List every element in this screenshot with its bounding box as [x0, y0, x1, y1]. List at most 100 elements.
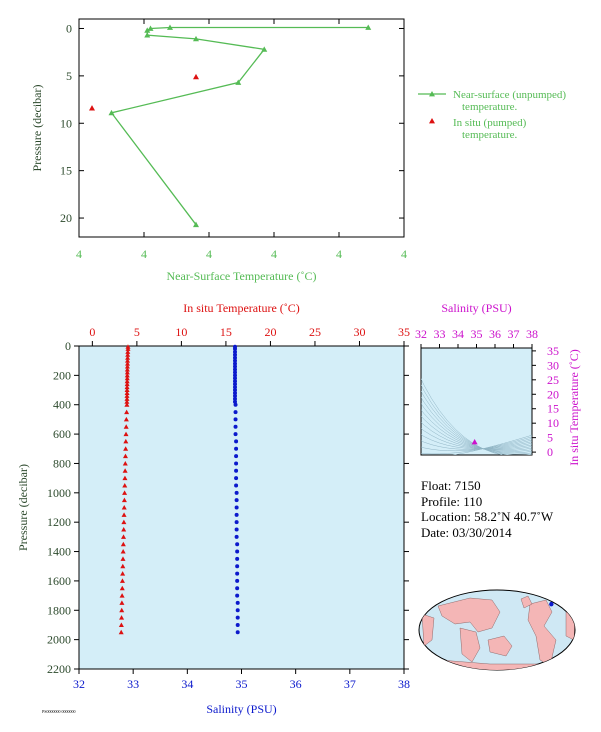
temperature-point: [125, 346, 131, 351]
ts-salinity-tick-label: 38: [526, 327, 538, 341]
y-tick-label: 0: [66, 21, 72, 35]
temperature-point: [124, 369, 130, 375]
profile-ylabel: Pressure (decibar): [16, 464, 30, 551]
profile-frame: [78, 345, 405, 670]
temperature-point: [124, 364, 130, 369]
unpumped-temperature-point: [167, 24, 173, 30]
salinity-point: [233, 379, 237, 384]
ts-temperature-tick-label: 15: [547, 402, 559, 416]
profile-temperature-title: In situ Temperature (˚C): [183, 301, 300, 315]
temperature-point: [124, 384, 130, 390]
salinity-point: [234, 483, 239, 488]
ts-temperature-tick-label: 10: [547, 416, 559, 430]
temperature-point: [120, 541, 126, 547]
map-land: [421, 595, 575, 670]
temperature-point: [125, 361, 131, 366]
salinity-point: [234, 512, 239, 517]
salinity-point: [234, 461, 239, 466]
temperature-point: [124, 399, 130, 404]
salinity-tick-label: 34: [181, 677, 193, 691]
salinity-point: [234, 527, 239, 532]
pressure-tick-label: 400: [53, 398, 71, 412]
temperature-point: [121, 527, 127, 532]
x-tick-label: 4: [76, 247, 82, 261]
salinity-point: [235, 571, 240, 576]
temperature-tick-label: 10: [175, 325, 187, 339]
unpumped-temperature-point: [193, 221, 199, 228]
salinity-point: [233, 402, 238, 407]
float-location-marker: [549, 601, 554, 607]
density-isoline: [421, 390, 532, 455]
legend-label-unpumped: Near-surface (unpumped): [453, 89, 566, 101]
temperature-tick-label: 20: [264, 325, 276, 339]
temperature-point: [118, 629, 124, 635]
salinity-point: [233, 349, 237, 354]
density-isoline: [452, 434, 532, 455]
world-map-inset: [418, 589, 576, 671]
density-isoline: [421, 396, 532, 454]
legend-marker-pumped: [429, 118, 435, 124]
unpumped-temperature-point: [235, 79, 242, 85]
temperature-point: [120, 549, 126, 554]
temperature-tick-label: 35: [398, 325, 410, 339]
salinity-point: [235, 556, 240, 561]
legend-label-pumped: In situ (pumped): [453, 117, 527, 129]
temperature-point: [124, 378, 130, 384]
map-landmass: [527, 599, 557, 667]
pressure-tick-label: 1400: [47, 545, 71, 559]
salinity-point: [233, 410, 238, 415]
unpumped-temperature-point: [144, 27, 151, 33]
salinity-point: [234, 498, 239, 503]
unpumped-temperature-point: [147, 25, 154, 31]
near-surface-legend: Near-surface (unpumped)temperature.In si…: [418, 89, 566, 141]
profile-number: Profile: 110: [421, 493, 483, 509]
salinity-point: [233, 385, 237, 390]
salinity-point: [234, 468, 239, 473]
salinity-point: [233, 396, 237, 401]
near-surface-panel: 0 5 10 15 20 4 4 4 4 4 4 Near-Surface Temperature (…: [30, 18, 407, 283]
salinity-tick-label: 38: [398, 677, 410, 691]
temperature-point: [124, 366, 130, 372]
salinity-point: [234, 505, 239, 510]
pressure-tick-label: 600: [53, 427, 71, 441]
ts-temperature-tick-label: 35: [547, 344, 559, 358]
salinity-point: [235, 564, 240, 569]
density-isoline: [421, 428, 532, 449]
temperature-point: [124, 387, 130, 393]
pressure-tick-label: 800: [53, 456, 71, 470]
temperature-point: [123, 446, 129, 451]
pressure-tick-label: 0: [65, 339, 71, 353]
density-isoline: [421, 421, 532, 450]
temperature-point: [119, 593, 125, 598]
salinity-point: [233, 352, 237, 357]
pumped-temperature-point: [193, 73, 199, 80]
temperature-point: [121, 497, 127, 503]
unpumped-temperature-point: [144, 32, 151, 38]
map-landmass: [437, 597, 501, 633]
salinity-point: [235, 622, 240, 627]
temperature-point: [125, 352, 131, 357]
y-tick-label: 10: [60, 116, 72, 130]
pressure-tick-label: 1800: [47, 603, 71, 617]
map-landmass: [487, 635, 513, 657]
temperature-point: [118, 622, 124, 627]
salinity-point: [233, 361, 237, 366]
salinity-point: [233, 346, 237, 351]
temperature-point: [120, 563, 126, 569]
temperature-point: [123, 424, 129, 429]
near-surface-frame: [78, 18, 405, 238]
unpumped-temperature-point: [261, 46, 268, 52]
temperature-tick-label: 25: [309, 325, 321, 339]
temperature-point: [122, 475, 128, 481]
salinity-point: [235, 593, 240, 598]
salinity-point: [233, 370, 237, 375]
salinity-point: [235, 542, 240, 547]
salinity-point: [234, 490, 239, 495]
y-tick-label: 20: [60, 211, 72, 225]
salinity-point: [234, 520, 239, 525]
map-landmass: [459, 627, 481, 663]
temperature-point: [124, 381, 130, 387]
density-isoline: [421, 415, 532, 451]
